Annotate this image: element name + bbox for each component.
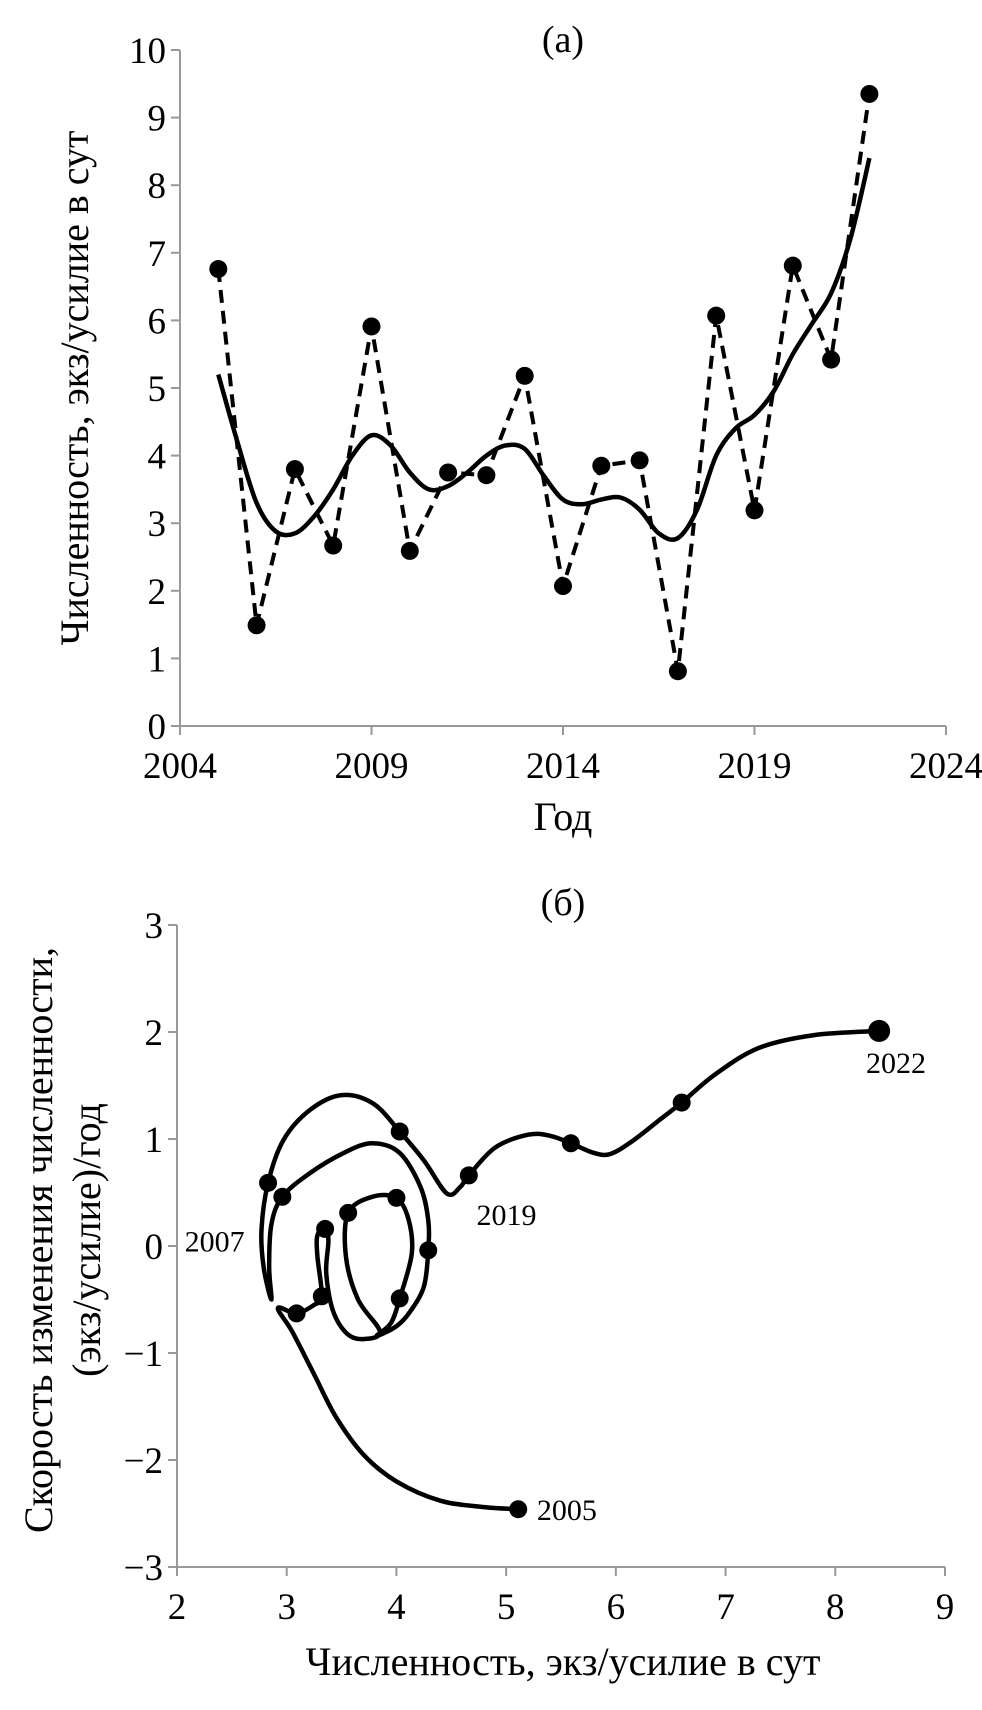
y-tick-label: 9	[148, 99, 167, 140]
trend-series-line	[216, 157, 872, 542]
observed-point	[515, 366, 534, 385]
panel-label: (б)	[541, 882, 586, 924]
x-tick-label: 2019	[718, 746, 792, 787]
y-tick-label: 4	[148, 437, 167, 478]
y-tick-label: −2	[124, 1441, 163, 1482]
observed-point	[630, 451, 649, 470]
y-tick-label: 8	[148, 166, 167, 207]
observed-point	[285, 460, 304, 479]
observed-point	[400, 541, 419, 560]
y-tick-label: 0	[145, 1227, 164, 1268]
x-tick-label: 3	[277, 1587, 296, 1628]
y-tick-label: −1	[124, 1334, 163, 1375]
y-tick-label: 0	[148, 707, 167, 748]
year-annotation: 2019	[477, 1199, 537, 1232]
x-axis-title: Численность, экз/усилие в сут	[305, 1639, 820, 1684]
observed-point	[860, 84, 879, 103]
trajectory-point	[287, 1304, 306, 1323]
x-tick-label: 2009	[335, 746, 409, 787]
observed-point	[324, 536, 343, 555]
trajectory-point	[273, 1187, 292, 1206]
x-tick-label: 8	[826, 1587, 845, 1628]
x-tick-label: 4	[387, 1587, 406, 1628]
x-tick-label: 9	[936, 1587, 955, 1628]
observed-point	[707, 306, 726, 325]
observed-point	[477, 466, 496, 485]
x-tick-label: 2	[168, 1587, 187, 1628]
trajectory-point	[419, 1241, 438, 1260]
observed-series-line	[216, 93, 872, 672]
chart-a: 2004 2009 2014 2019 2024 0 1 2 3 4 5 6 7 8 9 10 (а) Год Чи…	[52, 19, 982, 839]
observed-point	[822, 350, 841, 369]
trajectory-point	[312, 1287, 331, 1306]
year-annotation: 2022	[866, 1047, 926, 1080]
trajectory-point	[868, 1019, 891, 1042]
phase-trajectory-line	[259, 1028, 880, 1512]
year-annotation: 2005	[537, 1494, 597, 1527]
trajectory-point	[259, 1173, 278, 1192]
chart-b: 2 3 4 5 6 7 8 9 3 2 1 0 −1 −2 −3 (б) Численность, экз/ус…	[16, 882, 954, 1684]
y-tick-label: 3	[145, 906, 164, 947]
y-axis-title: Численность, экз/усилие в сут	[52, 130, 97, 645]
trajectory-point	[672, 1093, 691, 1112]
x-tick-label: 2024	[909, 746, 982, 787]
y-tick-label: 3	[148, 504, 167, 545]
trajectory-point	[390, 1122, 409, 1141]
y-tick-label: 10	[129, 31, 166, 72]
y-axis-title-line2: (экз/усилие)/год	[64, 1103, 109, 1377]
observed-point	[554, 577, 572, 596]
y-tick-label: 6	[148, 301, 167, 342]
trajectory-point	[561, 1134, 580, 1153]
trajectory-point	[509, 1500, 528, 1519]
x-tick-label: 6	[607, 1587, 626, 1628]
observed-point	[668, 662, 687, 681]
x-tick-label: 5	[497, 1587, 516, 1628]
trajectory-point	[316, 1219, 335, 1238]
y-tick-label: 7	[148, 234, 167, 275]
x-tick-label: 2004	[143, 746, 217, 787]
x-tick-label: 2014	[526, 746, 600, 787]
y-tick-label: 2	[148, 572, 167, 613]
y-tick-label: 1	[148, 639, 167, 680]
y-tick-label: −3	[124, 1548, 163, 1589]
observed-point	[247, 616, 266, 635]
observed-point	[745, 501, 764, 520]
year-annotation: 2007	[185, 1226, 245, 1259]
observed-point	[209, 260, 228, 279]
observed-point	[592, 456, 611, 475]
observed-point	[362, 317, 381, 336]
y-tick-label: 2	[145, 1013, 164, 1054]
panel-label: (а)	[542, 19, 584, 61]
trajectory-point	[459, 1166, 478, 1185]
x-tick-label: 7	[716, 1587, 735, 1628]
observed-point	[439, 463, 458, 482]
y-tick-label: 1	[145, 1120, 164, 1161]
trajectory-point	[339, 1203, 358, 1222]
x-axis-title: Год	[534, 794, 593, 839]
observed-point	[783, 256, 802, 275]
trajectory-point	[390, 1289, 409, 1308]
y-axis-title-line1: Скорость изменения численности,	[16, 947, 61, 1533]
trajectory-point	[387, 1188, 406, 1207]
y-tick-label: 5	[148, 369, 167, 410]
